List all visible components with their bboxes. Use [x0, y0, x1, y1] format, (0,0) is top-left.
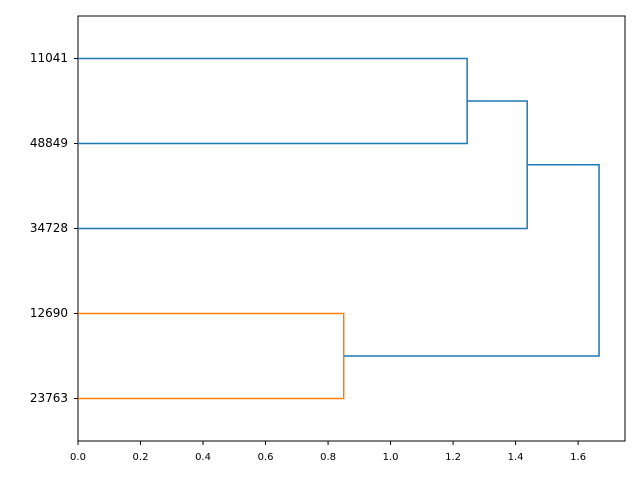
leaf-label: 11041: [30, 51, 68, 65]
x-tick-label: 1.4: [508, 452, 524, 463]
x-tick-label: 1.0: [383, 452, 399, 463]
link: [343, 164, 600, 357]
leaf-label: 48849: [30, 136, 68, 150]
leaf-label: 34728: [30, 221, 68, 235]
leaf-label: 23763: [30, 391, 68, 405]
link: [78, 312, 345, 400]
x-tick-label: 0.4: [195, 452, 211, 463]
link: [78, 57, 468, 145]
leaf-label: 12690: [30, 306, 68, 320]
x-tick-label: 1.2: [445, 452, 461, 463]
x-tick-label: 0.6: [258, 452, 274, 463]
x-tick-label: 0.2: [133, 452, 149, 463]
x-tick-label: 1.6: [570, 452, 586, 463]
x-tick-label: 0.8: [320, 452, 336, 463]
x-tick-label: 0.0: [70, 452, 86, 463]
link: [78, 100, 528, 230]
